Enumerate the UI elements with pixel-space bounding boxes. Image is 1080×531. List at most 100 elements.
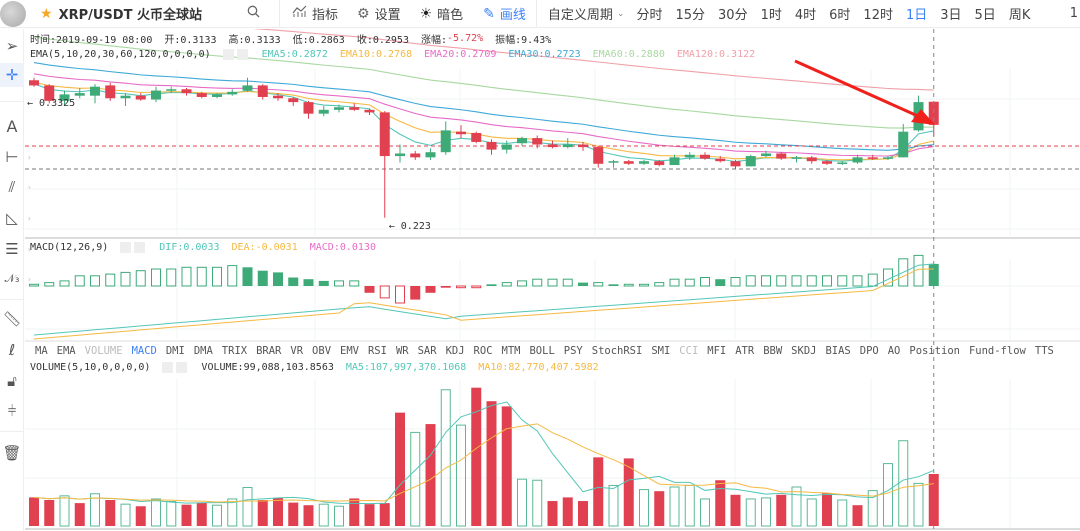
indicator-tab-obv[interactable]: OBV [312, 344, 332, 357]
triangle-tool[interactable]: ◺ › [0, 206, 31, 230]
visibility-tool[interactable]: ⫩ [0, 399, 24, 423]
fibonacci-tool[interactable]: ☰ › [0, 237, 31, 261]
overflow-period[interactable]: 1 [1069, 6, 1078, 21]
hide-drawings-icon: ⫩ [7, 402, 17, 420]
period-1[interactable]: 15分 [675, 8, 706, 23]
indicator-tab-stochrsi[interactable]: StochRSI [591, 344, 643, 357]
indicator-tab-emv[interactable]: EMV [340, 344, 359, 357]
ruler-icon: 📏︎ [2, 310, 22, 328]
period-3[interactable]: 1时 [760, 8, 782, 23]
indicator-tab-boll[interactable]: BOLL [529, 344, 555, 357]
brush-icon: ℓ [8, 341, 16, 359]
parallel-channel-tool[interactable]: ⫽ › [0, 175, 31, 199]
chart-canvas[interactable]: ← 0.3325 ← 0.223 [25, 29, 1080, 531]
indicator-tab-roc[interactable]: ROC [473, 344, 493, 357]
text-tool[interactable]: A [0, 114, 24, 138]
volume-close-icon[interactable] [176, 362, 188, 373]
volume-settings-icon[interactable] [162, 362, 174, 373]
wave-tool[interactable]: 𝒩₃ › [0, 267, 31, 291]
channel-icon: ⫽ [8, 178, 16, 196]
ema-close-icon[interactable] [236, 49, 248, 60]
indicator-tab-dma[interactable]: DMA [193, 344, 213, 357]
custom-period-label: 自定义周期 [547, 8, 613, 23]
cursor-tool[interactable]: ➢ [0, 34, 24, 58]
indicator-tab-mfi[interactable]: MFI [707, 344, 727, 357]
delete-tool[interactable]: 🗑︎ [0, 441, 24, 465]
favorite-star-icon[interactable]: ★ [40, 5, 53, 22]
settings-button[interactable]: ⚙ 设置 [357, 4, 401, 24]
period-9[interactable]: 5日 [974, 8, 996, 23]
chevron-down-icon: ⌄ [616, 8, 625, 19]
lock-tool[interactable]: 🔓︎ [0, 369, 24, 393]
ema-value-4: EMA60:0.2880 [592, 49, 665, 60]
ohlc-time: 时间:2019-09-19 08:00 [30, 35, 153, 46]
indicator-tab-tts[interactable]: TTS [1034, 344, 1054, 357]
ray-line-icon: ⊢ [5, 148, 19, 166]
search-button[interactable] [247, 5, 265, 22]
search-icon [247, 5, 260, 22]
period-4[interactable]: 4时 [794, 8, 817, 23]
ema-value-5: EMA120:0.3122 [676, 49, 756, 60]
line-tool[interactable]: ⊢ › [0, 145, 31, 169]
indicators-button[interactable]: 指标 [292, 4, 338, 23]
indicator-tab-mtm[interactable]: MTM [501, 344, 521, 357]
indicator-tab-ma[interactable]: MA [35, 344, 48, 357]
indicator-tab-brar[interactable]: BRAR [256, 344, 282, 357]
macd-settings-icon[interactable] [120, 242, 132, 253]
custom-period-dropdown[interactable]: 自定义周期 ⌄ [548, 4, 625, 23]
settings-label: 设置 [374, 8, 401, 23]
brush-tool[interactable]: ℓ [0, 338, 24, 362]
indicator-tab-macd[interactable]: MACD [131, 344, 157, 357]
ruler-tool[interactable]: 📏︎ [0, 307, 24, 331]
svg-text:← 0.223: ← 0.223 [389, 221, 431, 232]
indicator-tab-trix[interactable]: TRIX [221, 344, 248, 357]
indicator-tab-sar[interactable]: SAR [417, 344, 437, 357]
period-0[interactable]: 分时 [636, 8, 663, 23]
indicator-tab-dpo[interactable]: DPO [859, 344, 879, 357]
indicators-label: 指标 [311, 8, 338, 23]
indicator-tab-wr[interactable]: WR [395, 344, 409, 357]
ohlc-open: 开:0.3133 [164, 35, 217, 46]
indicator-tab-volume[interactable]: VOLUME [84, 344, 123, 357]
macd-title: MACD(12,26,9) [30, 242, 109, 253]
period-5[interactable]: 6时 [829, 8, 851, 23]
dark-mode-toggle[interactable]: ☀ 暗色 [420, 4, 464, 24]
chart-area[interactable]: ← 0.3325 ← 0.223 时间:2019-09-19 08:00 开:0.… [25, 29, 1080, 531]
draw-line-button[interactable]: ✎ 画线 [483, 4, 526, 24]
period-2[interactable]: 30分 [718, 8, 748, 23]
ema-legend: EMA(5,10,20,30,60,120,0,0,0,0) EMA5:0.28… [30, 49, 767, 60]
indicator-tab-bbw[interactable]: BBW [763, 344, 783, 357]
triangle-icon: ◺ [6, 209, 18, 227]
period-selector: 分时 15分 30分 1时 4时 6时 12时 1日 3日 5日 周K [636, 4, 1043, 23]
macd-value-0: DIF:0.0033 [159, 242, 220, 253]
indicator-tab-atr[interactable]: ATR [735, 344, 755, 357]
macd-close-icon[interactable] [134, 242, 146, 253]
indicator-tab-vr[interactable]: VR [290, 344, 304, 357]
indicator-tab-kdj[interactable]: KDJ [445, 344, 465, 357]
period-8[interactable]: 3日 [940, 8, 962, 23]
indicator-tab-dmi[interactable]: DMI [165, 344, 185, 357]
indicator-tab-ema[interactable]: EMA [56, 344, 76, 357]
indicator-tab-position[interactable]: Position [909, 344, 960, 357]
ema-settings-icon[interactable] [222, 49, 234, 60]
period-7[interactable]: 1日 [905, 8, 928, 23]
indicator-tab-smi[interactable]: SMI [651, 344, 671, 357]
volume-value-2: MA10:82,770,407.5982 [478, 362, 599, 373]
ema-value-1: EMA10:0.2768 [339, 49, 413, 60]
period-10[interactable]: 周K [1008, 8, 1031, 23]
divider [0, 299, 24, 300]
indicator-tab-cci[interactable]: CCI [679, 344, 699, 357]
indicator-tab-ao[interactable]: AO [887, 344, 901, 357]
trading-pair[interactable]: ★ XRP/USDT 火币全球站 [40, 4, 202, 24]
crosshair-tool[interactable]: ✛ [0, 63, 24, 87]
arrow-cursor-icon: ➢ [5, 37, 19, 55]
volume-legend: VOLUME(5,10,0,0,0,0) VOLUME:99,088,103.8… [30, 362, 611, 373]
indicator-tab-fund-flow[interactable]: Fund-flow [968, 344, 1026, 357]
indicator-tab-skdj[interactable]: SKDJ [791, 344, 817, 357]
draw-line-label: 画线 [499, 8, 526, 23]
indicator-tab-rsi[interactable]: RSI [367, 344, 387, 357]
indicator-tab-psy[interactable]: PSY [563, 344, 583, 357]
dark-mode-label: 暗色 [437, 8, 464, 23]
indicator-tab-bias[interactable]: BIAS [825, 344, 851, 357]
period-6[interactable]: 12时 [863, 8, 893, 23]
